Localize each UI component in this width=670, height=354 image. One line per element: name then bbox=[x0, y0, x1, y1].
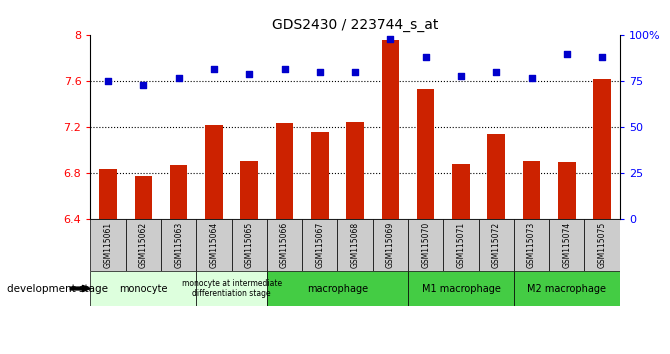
Text: monocyte: monocyte bbox=[119, 284, 168, 293]
Bar bbox=[232, 219, 267, 271]
Text: GSM115074: GSM115074 bbox=[562, 222, 572, 268]
Bar bbox=[373, 219, 408, 271]
Bar bbox=[594, 79, 611, 219]
Text: GSM115073: GSM115073 bbox=[527, 222, 536, 268]
Text: development stage: development stage bbox=[7, 284, 108, 293]
Point bbox=[138, 82, 149, 88]
Bar bbox=[90, 219, 126, 271]
Title: GDS2430 / 223744_s_at: GDS2430 / 223744_s_at bbox=[272, 18, 438, 32]
Text: GSM115070: GSM115070 bbox=[421, 222, 430, 268]
Text: monocyte at intermediate
differentiation stage: monocyte at intermediate differentiation… bbox=[182, 279, 281, 298]
Bar bbox=[558, 162, 576, 219]
Text: GSM115071: GSM115071 bbox=[456, 222, 466, 268]
Bar bbox=[346, 122, 364, 219]
Point bbox=[350, 69, 360, 75]
Bar bbox=[338, 219, 373, 271]
Text: GSM115072: GSM115072 bbox=[492, 222, 500, 268]
Bar bbox=[417, 90, 434, 219]
Text: GSM115063: GSM115063 bbox=[174, 222, 183, 268]
Point bbox=[526, 75, 537, 81]
Text: GSM115061: GSM115061 bbox=[104, 222, 113, 268]
Text: GSM115066: GSM115066 bbox=[280, 222, 289, 268]
Bar bbox=[444, 219, 478, 271]
Bar bbox=[452, 164, 470, 219]
Text: GSM115062: GSM115062 bbox=[139, 222, 148, 268]
Bar bbox=[90, 271, 196, 306]
Bar bbox=[267, 271, 408, 306]
Bar bbox=[99, 169, 117, 219]
Text: M2 macrophage: M2 macrophage bbox=[527, 284, 606, 293]
Bar bbox=[478, 219, 514, 271]
Bar bbox=[584, 219, 620, 271]
Bar bbox=[408, 271, 514, 306]
Text: M1 macrophage: M1 macrophage bbox=[421, 284, 500, 293]
Point bbox=[244, 71, 255, 77]
Text: GSM115069: GSM115069 bbox=[386, 222, 395, 268]
Bar bbox=[514, 271, 620, 306]
Point bbox=[174, 75, 184, 81]
Bar bbox=[549, 219, 584, 271]
Bar bbox=[514, 219, 549, 271]
Bar bbox=[381, 40, 399, 219]
Bar bbox=[311, 132, 328, 219]
Bar bbox=[276, 123, 293, 219]
Bar bbox=[408, 219, 444, 271]
Text: GSM115064: GSM115064 bbox=[210, 222, 218, 268]
Bar bbox=[170, 165, 188, 219]
Bar bbox=[161, 219, 196, 271]
Point bbox=[279, 66, 290, 72]
Bar bbox=[196, 219, 232, 271]
Point bbox=[314, 69, 325, 75]
Bar bbox=[196, 271, 267, 306]
Point bbox=[561, 51, 572, 57]
Point bbox=[208, 66, 219, 72]
Text: macrophage: macrophage bbox=[307, 284, 368, 293]
Bar bbox=[205, 125, 222, 219]
Point bbox=[385, 36, 396, 42]
Point bbox=[456, 73, 466, 79]
Point bbox=[420, 55, 431, 60]
Bar bbox=[267, 219, 302, 271]
Point bbox=[597, 55, 608, 60]
Bar bbox=[523, 161, 540, 219]
Point bbox=[491, 69, 502, 75]
Text: GSM115065: GSM115065 bbox=[245, 222, 254, 268]
Bar bbox=[302, 219, 338, 271]
Text: GSM115075: GSM115075 bbox=[598, 222, 606, 268]
Text: GSM115068: GSM115068 bbox=[350, 222, 360, 268]
Bar bbox=[126, 219, 161, 271]
Bar bbox=[241, 161, 258, 219]
Bar bbox=[135, 176, 152, 219]
Point bbox=[103, 79, 113, 84]
Text: GSM115067: GSM115067 bbox=[316, 222, 324, 268]
Bar bbox=[487, 135, 505, 219]
